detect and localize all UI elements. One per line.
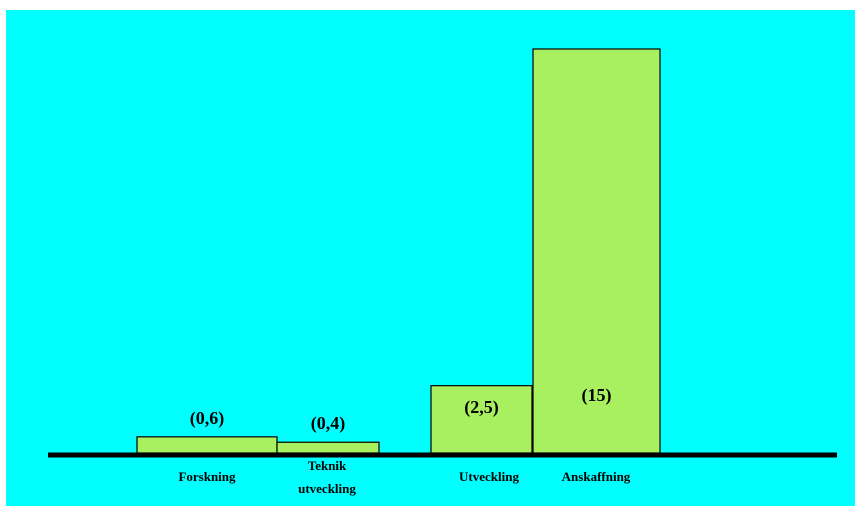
bars-layer	[136, 48, 661, 454]
value-label-3: (15)	[582, 385, 612, 406]
category-label-1-line-1: utveckling	[298, 481, 356, 496]
category-labels-layer: Forskning Teknik utveckling Utveckling Anska…	[178, 458, 630, 496]
category-label-1-line-0: Teknik	[308, 458, 347, 473]
category-label-3: Anskaffning	[562, 469, 631, 484]
bar-2	[430, 385, 533, 454]
bar-1	[276, 441, 380, 454]
category-label-0: Forskning	[178, 469, 236, 484]
value-label-0: (0,6)	[190, 408, 225, 429]
value-label-2: (2,5)	[464, 397, 499, 418]
category-label-2: Utveckling	[459, 469, 519, 484]
value-label-1: (0,4)	[311, 413, 346, 434]
bar-0	[136, 436, 278, 454]
value-labels-layer: (0,6) (0,4) (2,5) (15)	[190, 385, 612, 434]
bar-3	[532, 48, 661, 454]
